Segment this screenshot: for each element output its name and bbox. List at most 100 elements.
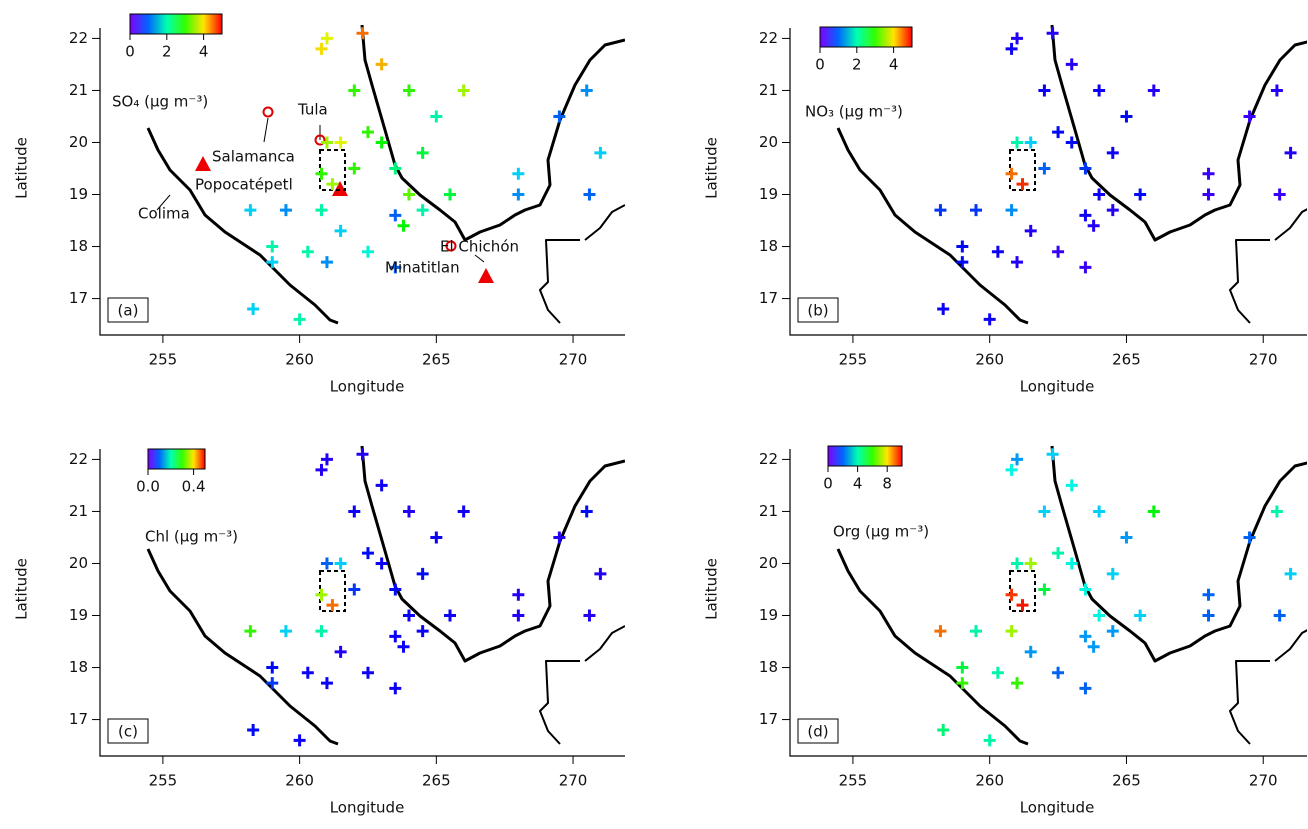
track-point	[348, 84, 361, 97]
x-tick-label: 265	[422, 351, 451, 369]
y-tick-label: 22	[759, 29, 778, 47]
y-tick-label: 19	[69, 606, 88, 624]
track-point	[397, 219, 410, 232]
track-point	[315, 42, 328, 55]
y-tick-label: 21	[759, 502, 778, 520]
y-tick-label: 19	[759, 185, 778, 203]
panel-label-box	[797, 718, 839, 744]
track-point	[430, 531, 443, 544]
track-point	[1005, 167, 1018, 180]
track-point	[1093, 609, 1106, 622]
track-point	[1079, 682, 1092, 695]
track-point	[937, 302, 950, 315]
x-tick-label: 260	[285, 772, 314, 790]
track-point	[1093, 505, 1106, 518]
track-point	[334, 136, 347, 149]
track-point	[1005, 204, 1018, 217]
track-point	[1052, 547, 1065, 560]
y-tick-label: 20	[69, 133, 88, 151]
track-point	[512, 167, 525, 180]
track-point	[320, 677, 333, 690]
track-point	[375, 58, 388, 71]
y-tick-label: 22	[69, 29, 88, 47]
track-point	[361, 126, 374, 139]
track-point	[956, 240, 969, 253]
track-point	[320, 256, 333, 269]
volcano-marker	[478, 268, 494, 283]
track-point	[334, 645, 347, 658]
x-tick-label: 260	[975, 351, 1004, 369]
track-point	[320, 136, 333, 149]
track-point	[389, 261, 402, 274]
y-tick-label: 19	[759, 606, 778, 624]
track-point	[389, 630, 402, 643]
volcano-marker	[332, 181, 348, 196]
x-tick-label: 255	[839, 351, 868, 369]
track-point	[416, 204, 429, 217]
track-point	[266, 677, 279, 690]
leader-line	[156, 194, 171, 211]
y-axis-label: Latitude	[13, 558, 31, 620]
y-tick-label: 20	[69, 554, 88, 572]
x-axis-label: Longitude	[1020, 799, 1095, 817]
track-point	[1134, 188, 1147, 201]
track-point	[512, 609, 525, 622]
track-point	[1087, 219, 1100, 232]
track-point	[1065, 479, 1078, 492]
axis-frame	[789, 449, 1307, 757]
x-tick-label: 255	[149, 351, 178, 369]
coastline	[146, 444, 625, 746]
y-axis-label: Latitude	[13, 137, 31, 199]
track-point	[1273, 609, 1286, 622]
track-point	[1024, 224, 1037, 237]
track-point	[361, 666, 374, 679]
x-tick-label: 260	[975, 772, 1004, 790]
track-point	[266, 240, 279, 253]
y-tick-label: 17	[69, 710, 88, 728]
colorbar-tick-label: 0.4	[182, 478, 206, 496]
track-point	[247, 723, 260, 736]
panel-label-box	[797, 297, 839, 323]
annotation: El Chichón	[440, 238, 519, 256]
city-marker	[314, 134, 326, 146]
leader-line	[263, 117, 269, 143]
y-tick-label: 21	[759, 81, 778, 99]
track-point	[315, 588, 328, 601]
track-point	[1273, 188, 1286, 201]
track-point	[1087, 640, 1100, 653]
track-point	[389, 162, 402, 175]
track-point	[1011, 557, 1024, 570]
y-tick-label: 17	[759, 289, 778, 307]
x-tick-label: 270	[1249, 772, 1278, 790]
colorbar-tick-label: 0.0	[136, 478, 160, 496]
track-point	[375, 479, 388, 492]
track-point	[1147, 505, 1160, 518]
colorbar-label: Org (μg m⁻³)	[833, 523, 929, 541]
axis-frame	[99, 449, 625, 757]
panel-label: (b)	[807, 302, 828, 320]
city-marker	[445, 240, 457, 252]
track-point	[244, 204, 257, 217]
colorbar-tick-label: 4	[199, 43, 209, 61]
annotation: Popocatépetl	[195, 176, 293, 194]
colorbar-tick-label: 8	[882, 475, 892, 493]
track-point	[956, 677, 969, 690]
city-marker	[262, 106, 274, 118]
annotation: Minatitlan	[385, 259, 460, 277]
x-tick-label: 270	[559, 351, 588, 369]
colorbar-tick-label: 0	[823, 475, 833, 493]
colorbar-tick-label: 0	[815, 56, 825, 74]
track-point	[1016, 599, 1029, 612]
track-point	[375, 557, 388, 570]
track-point	[1065, 557, 1078, 570]
track-point	[457, 84, 470, 97]
track-point	[389, 682, 402, 695]
colorbar-label: SO₄ (μg m⁻³)	[112, 93, 208, 111]
track-point	[1005, 625, 1018, 638]
track-point	[1038, 583, 1051, 596]
map-layer	[836, 444, 1307, 747]
track-point	[444, 188, 456, 201]
track-point	[983, 313, 996, 326]
x-tick-label: 270	[1249, 351, 1278, 369]
y-tick-label: 18	[759, 658, 778, 676]
